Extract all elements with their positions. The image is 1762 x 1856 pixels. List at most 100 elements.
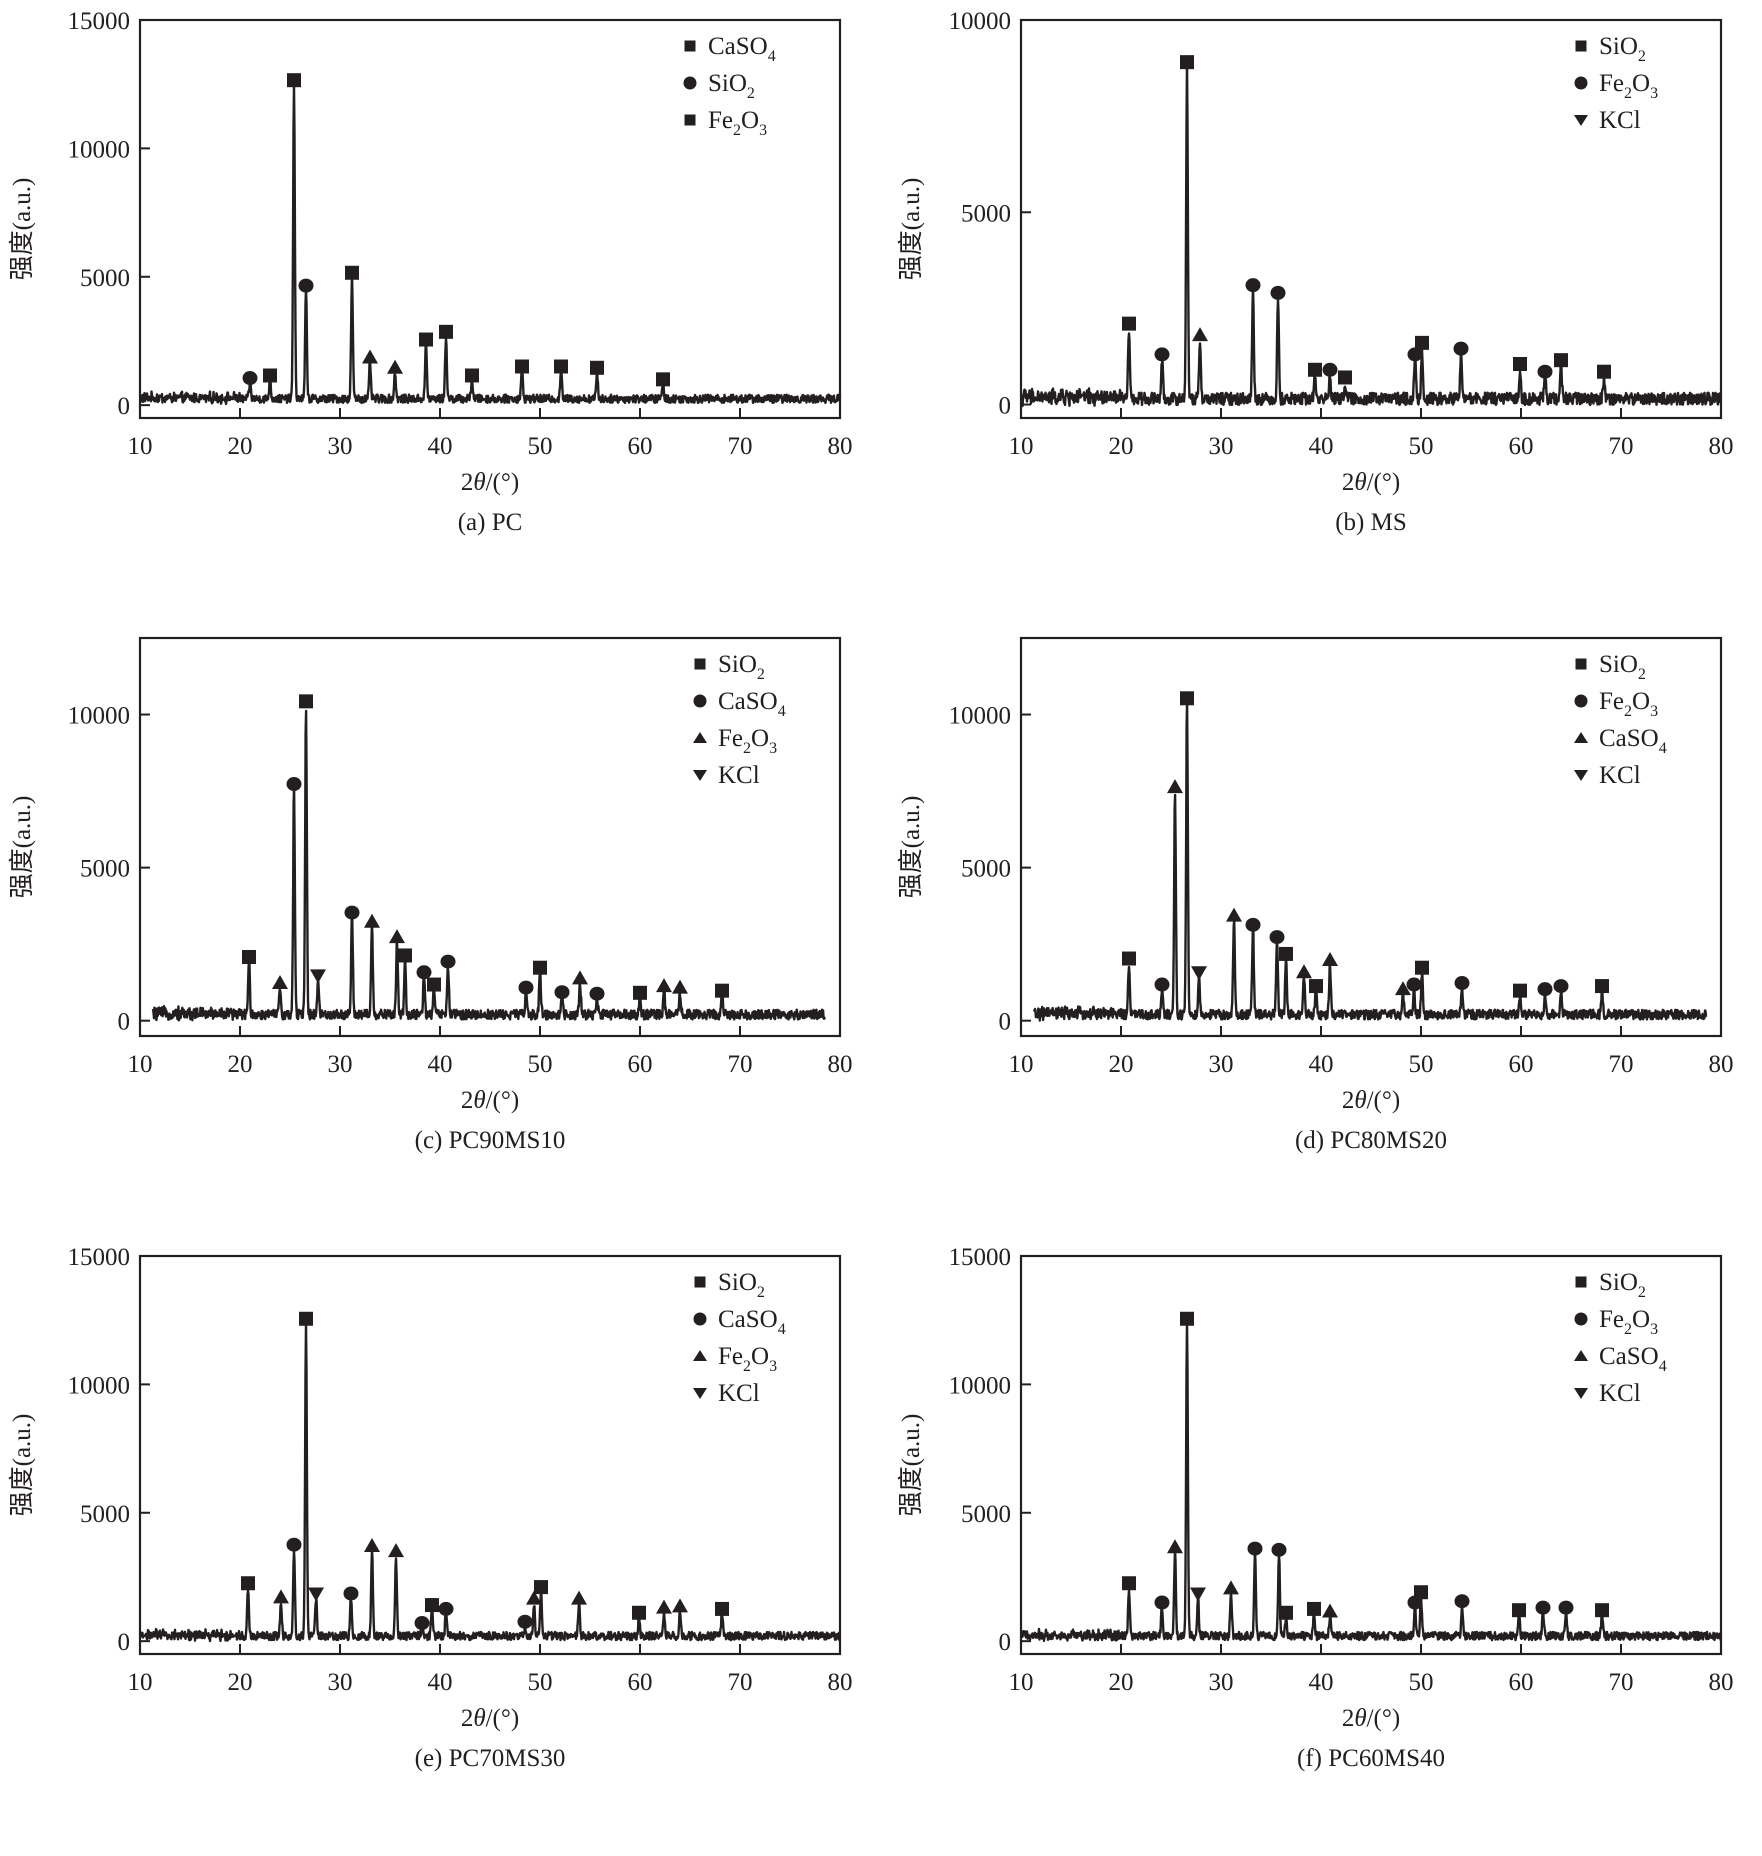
peak-marker-triangle-up-icon [364,913,380,928]
legend-label: Fe2O3 [718,725,777,757]
legend-marker-square-icon [1575,40,1587,52]
panel-c: 10 20 30 40 50 60 70 80 0 5000 10000 2θ/(°) 强度(a.u.)… [0,618,881,1236]
legend-label: CaSO4 [718,688,786,720]
peak-marker-square-icon [419,332,433,347]
peak-marker-circle-icon [554,985,570,1000]
legend-item: KCl [1574,107,1641,134]
peak-marker-square-icon [1554,353,1568,368]
y-tick-label: 5000 [961,856,1011,883]
x-tick-label: 40 [428,1669,453,1696]
y-tick-label: 0 [118,1009,131,1036]
legend-marker-triangle-down-icon [693,770,707,781]
legend-item: Fe2O3 [1574,70,1658,102]
peak-marker-square-icon [1309,979,1323,994]
peak-marker-circle-icon [1154,977,1170,992]
peak-marker-square-icon [1597,364,1611,379]
x-tick-label: 10 [128,433,153,460]
legend-label: KCl [1599,762,1641,789]
x-tick-label: 20 [228,433,253,460]
x-tick-label: 70 [728,1669,753,1696]
x-tick-label: 20 [1109,1669,1134,1696]
legend-label: CaSO4 [1599,1343,1667,1375]
plot-frame [138,636,842,1038]
y-axis-title: 强度(a.u.) [897,796,925,899]
y-axis-title: 强度(a.u.) [8,796,36,899]
xrd-pattern-line [1032,702,1708,1022]
legend-label: Fe2O3 [1599,688,1658,720]
panel-caption: (f) PC60MS40 [1297,1745,1445,1772]
x-tick-label: 50 [1409,1669,1434,1696]
y-tick-label: 0 [118,393,131,420]
peak-markers [1122,1311,1609,1620]
legend-item: Fe2O3 [693,725,777,757]
x-tick-label: 70 [1609,1669,1634,1696]
y-tick-label: 5000 [80,265,130,292]
legend-item: CaSO4 [1574,1343,1667,1375]
peak-marker-square-icon [1414,1585,1428,1600]
legend-item: CaSO4 [693,1306,786,1338]
peak-marker-circle-icon [1154,347,1170,362]
legend-item: CaSO4 [1574,725,1667,757]
x-tick-label: 20 [228,1669,253,1696]
peak-marker-square-icon [1180,55,1194,70]
legend-item: KCl [693,762,760,789]
legend-marker-circle-icon [693,694,707,708]
legend-label: CaSO4 [708,33,776,65]
peak-marker-square-icon [425,1598,439,1613]
peak-marker-circle-icon [286,777,302,792]
x-tick-label: 20 [1109,1051,1134,1078]
y-tick-label: 5000 [80,1501,130,1528]
peak-marker-triangle-down-icon [1190,1587,1206,1602]
x-tick-label: 40 [1309,1669,1334,1696]
peak-marker-circle-icon [1322,362,1338,377]
peak-marker-triangle-up-icon [389,929,405,944]
panel-e: 10 20 30 40 50 60 70 80 0 5000 10000 15000 2θ/(°) 强度(… [0,1236,881,1854]
legend-item: KCl [1574,1380,1641,1407]
peak-marker-square-icon [1180,691,1194,706]
peak-marker-square-icon [465,368,479,383]
x-tick-label: 40 [1309,1051,1334,1078]
legend-label: KCl [718,1380,760,1407]
x-tick-label: 70 [1609,433,1634,460]
peak-marker-square-icon [1338,370,1352,385]
peak-marker-square-icon [1513,357,1527,372]
legend-label: Fe2O3 [1599,70,1658,102]
peak-marker-triangle-up-icon [672,979,688,994]
peak-marker-circle-icon [438,1601,454,1616]
peak-marker-triangle-up-icon [362,349,378,364]
x-tick-label: 50 [528,433,553,460]
legend-item: SiO2 [694,651,765,683]
peak-marker-square-icon [534,1580,548,1595]
peak-marker-square-icon [1308,362,1322,377]
y-tick-label: 10000 [68,136,131,163]
legend-item: Fe2O3 [1574,1306,1658,1338]
legend-marker-triangle-up-icon [1574,732,1588,743]
peak-marker-square-icon [299,1311,313,1326]
x-tick-label: 50 [528,1669,553,1696]
peak-marker-circle-icon [1406,977,1422,992]
legend-item: KCl [693,1380,760,1407]
legend-marker-circle-icon [683,76,697,90]
x-tick-label: 10 [1009,433,1034,460]
peak-marker-circle-icon [1247,1541,1263,1556]
y-tick-label: 10000 [68,1372,131,1399]
x-tick-label: 30 [328,1669,353,1696]
legend-label: SiO2 [718,651,765,683]
x-tick-label: 30 [1209,1669,1234,1696]
peak-marker-circle-icon [517,1614,533,1629]
peak-marker-triangle-up-icon [1395,981,1411,996]
legend-marker-square-icon [694,1276,706,1288]
peak-marker-square-icon [345,265,359,280]
legend-marker-circle-icon [1574,76,1588,90]
legend-marker-square-icon [1575,1276,1587,1288]
peak-marker-circle-icon [1553,979,1569,994]
peak-marker-triangle-up-icon [1296,964,1312,979]
y-tick-label: 15000 [68,1244,131,1271]
legend: SiO2 CaSO4 Fe2O3 KCl [693,1269,786,1407]
peak-marker-triangle-up-icon [656,978,672,993]
peak-marker-triangle-up-icon [364,1538,380,1553]
legend-item: Fe2O3 [1574,688,1658,720]
x-tick-label: 80 [828,433,853,460]
legend-item: Fe2O3 [693,1343,777,1375]
panel-f: 10 20 30 40 50 60 70 80 0 5000 10000 15000 2θ/(°) 强度(… [881,1236,1762,1854]
